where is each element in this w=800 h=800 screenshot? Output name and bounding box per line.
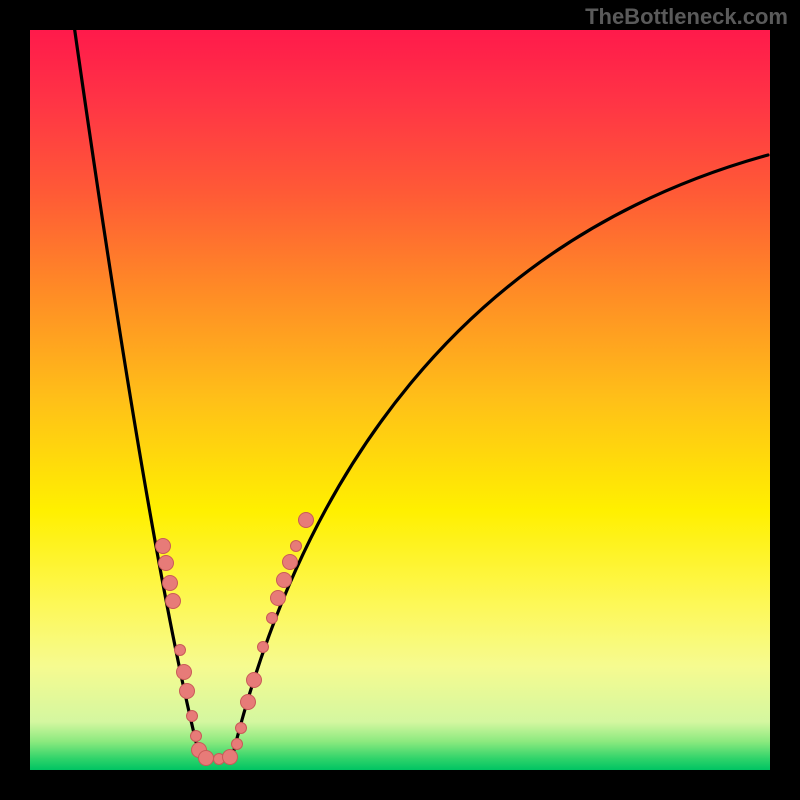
data-point — [236, 723, 247, 734]
data-point — [291, 541, 302, 552]
data-point — [271, 591, 286, 606]
data-point — [163, 576, 178, 591]
watermark-text: TheBottleneck.com — [585, 4, 788, 30]
data-point — [199, 751, 214, 766]
chart-svg — [0, 0, 800, 800]
data-point — [247, 673, 262, 688]
data-point — [258, 642, 269, 653]
data-point — [177, 665, 192, 680]
data-point — [223, 750, 238, 765]
chart-canvas: TheBottleneck.com — [0, 0, 800, 800]
data-point — [241, 695, 256, 710]
data-point — [159, 556, 174, 571]
data-point — [156, 539, 171, 554]
data-point — [187, 711, 198, 722]
data-point — [299, 513, 314, 528]
data-point — [191, 731, 202, 742]
data-point — [283, 555, 298, 570]
data-point — [180, 684, 195, 699]
data-point — [175, 645, 186, 656]
data-point — [267, 613, 278, 624]
plot-background — [30, 30, 770, 770]
data-point — [232, 739, 243, 750]
data-point — [166, 594, 181, 609]
data-point — [277, 573, 292, 588]
